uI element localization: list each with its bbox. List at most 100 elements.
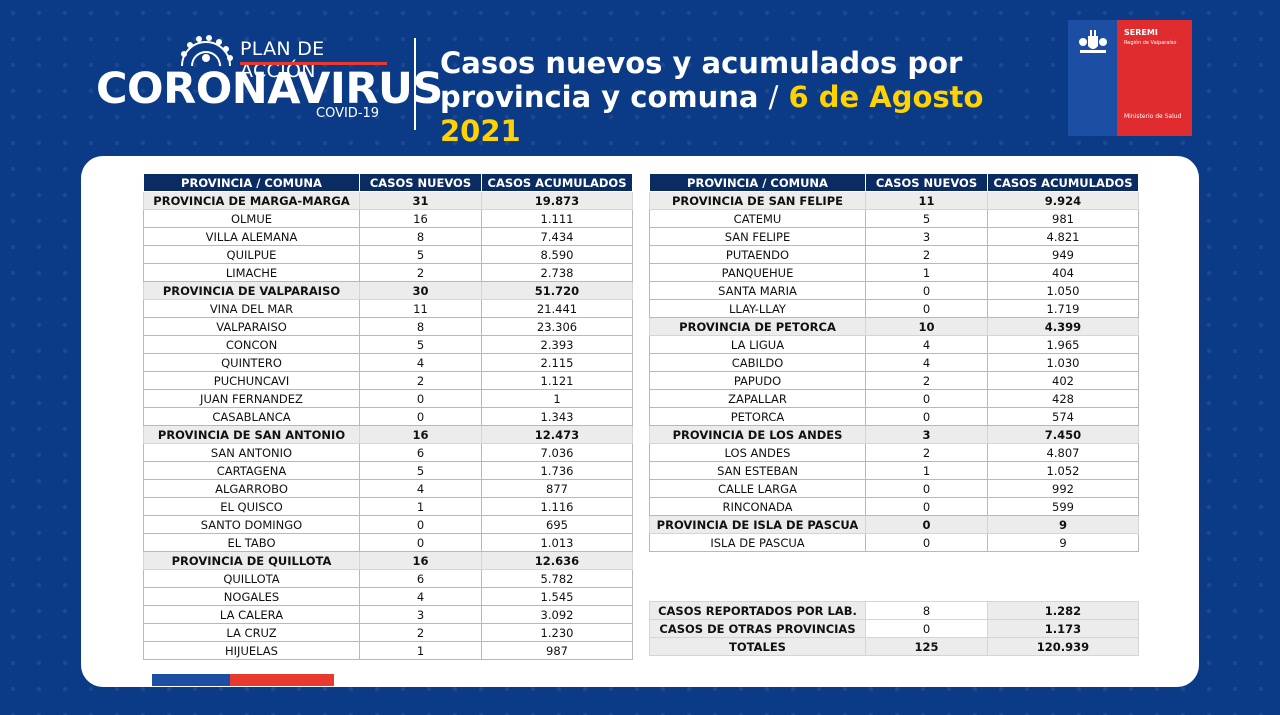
table-row: VILLA ALEMANA 8 7.434: [143, 227, 633, 246]
table-row: PANQUEHUE 1 404: [649, 263, 1139, 282]
seremi-region: Región de Valparaíso: [1124, 40, 1177, 46]
province-row: PROVINCIA DE SAN FELIPE 11 9.924: [649, 191, 1139, 210]
province-row: PROVINCIA DE SAN ANTONIO 16 12.473: [143, 425, 633, 444]
cell-comuna: LA CRUZ: [143, 623, 360, 642]
cell-nuevos: 0: [865, 389, 988, 408]
table-row: ALGARROBO 4 877: [143, 479, 633, 498]
seremi-ministry: Ministerio de Salud: [1124, 113, 1182, 120]
table-row: TOTALES 125 120.939: [649, 637, 1139, 656]
cell-nuevos: 4: [865, 353, 988, 372]
cell-comuna: RINCONADA: [649, 497, 866, 516]
plan-label: PLAN DE ACCIÓN: [240, 38, 325, 82]
table-row: LA LIGUA 4 1.965: [649, 335, 1139, 354]
cell-comuna: PETORCA: [649, 407, 866, 426]
col-header-acumulados: CASOS ACUMULADOS: [481, 173, 633, 192]
table-row: CABILDO 4 1.030: [649, 353, 1139, 372]
cell-acumulados: 19.873: [481, 191, 633, 210]
cell-nuevos: 6: [359, 443, 482, 462]
table-row: LA CRUZ 2 1.230: [143, 623, 633, 642]
cell-comuna: PROVINCIA DE ISLA DE PASCUA: [649, 515, 866, 534]
brand-label: CORONAVIRUS: [96, 64, 443, 114]
cell-comuna: CASOS DE OTRAS PROVINCIAS: [649, 619, 866, 638]
table-row: PUTAENDO 2 949: [649, 245, 1139, 264]
cell-nuevos: 0: [359, 533, 482, 552]
col-header-nuevos: CASOS NUEVOS: [359, 173, 482, 192]
cell-nuevos: 11: [865, 191, 988, 210]
cell-acumulados: 5.782: [481, 569, 633, 588]
cell-acumulados: 1.030: [987, 353, 1139, 372]
cell-nuevos: 4: [359, 587, 482, 606]
plan-coronavirus-logo: PLAN DE ACCIÓN CORONAVIRUS COVID-19: [96, 34, 443, 129]
cell-comuna: PROVINCIA DE QUILLOTA: [143, 551, 360, 570]
cell-comuna: PROVINCIA DE SAN FELIPE: [649, 191, 866, 210]
cell-comuna: CALLE LARGA: [649, 479, 866, 498]
cell-nuevos: 0: [865, 619, 988, 638]
cell-nuevos: 8: [865, 601, 988, 620]
cell-nuevos: 2: [865, 245, 988, 264]
cell-acumulados: 7.036: [481, 443, 633, 462]
cell-acumulados: 1.050: [987, 281, 1139, 300]
cell-nuevos: 16: [359, 209, 482, 228]
cell-nuevos: 8: [359, 227, 482, 246]
header-divider: [414, 38, 416, 130]
cases-table-right: PROVINCIA / COMUNA CASOS NUEVOS CASOS AC…: [649, 173, 1139, 552]
cell-comuna: QUILPUE: [143, 245, 360, 264]
cell-acumulados: 1.013: [481, 533, 633, 552]
cell-comuna: CABILDO: [649, 353, 866, 372]
table-row: SAN ANTONIO 6 7.036: [143, 443, 633, 462]
cell-acumulados: 120.939: [987, 637, 1139, 656]
logo-red-line: [240, 62, 387, 65]
table-row: RINCONADA 0 599: [649, 497, 1139, 516]
cell-acumulados: 2.393: [481, 335, 633, 354]
cell-nuevos: 0: [865, 407, 988, 426]
cell-acumulados: 574: [987, 407, 1139, 426]
cell-comuna: PAPUDO: [649, 371, 866, 390]
cell-nuevos: 6: [359, 569, 482, 588]
cell-acumulados: 1.736: [481, 461, 633, 480]
cell-comuna: PROVINCIA DE LOS ANDES: [649, 425, 866, 444]
cell-comuna: PANQUEHUE: [649, 263, 866, 282]
province-row: PROVINCIA DE QUILLOTA 16 12.636: [143, 551, 633, 570]
cell-comuna: ZAPALLAR: [649, 389, 866, 408]
table-row: LIMACHE 2 2.738: [143, 263, 633, 282]
cell-nuevos: 2: [359, 623, 482, 642]
cell-nuevos: 1: [865, 461, 988, 480]
province-row: PROVINCIA DE VALPARAISO 30 51.720: [143, 281, 633, 300]
table-row: ZAPALLAR 0 428: [649, 389, 1139, 408]
cell-nuevos: 3: [865, 227, 988, 246]
table-row: NOGALES 4 1.545: [143, 587, 633, 606]
title-line-2-text: provincia y comuna: [440, 80, 759, 114]
cell-comuna: LIMACHE: [143, 263, 360, 282]
table-row: EL TABO 0 1.013: [143, 533, 633, 552]
cell-nuevos: 11: [359, 299, 482, 318]
cell-comuna: TOTALES: [649, 637, 866, 656]
cell-acumulados: 402: [987, 371, 1139, 390]
province-row: PROVINCIA DE MARGA-MARGA 31 19.873: [143, 191, 633, 210]
cell-comuna: JUAN FERNANDEZ: [143, 389, 360, 408]
cell-comuna: CARTAGENA: [143, 461, 360, 480]
cell-comuna: PROVINCIA DE VALPARAISO: [143, 281, 360, 300]
province-row: PROVINCIA DE PETORCA 10 4.399: [649, 317, 1139, 336]
cell-nuevos: 31: [359, 191, 482, 210]
cell-nuevos: 2: [359, 263, 482, 282]
cases-table-left: PROVINCIA / COMUNA CASOS NUEVOS CASOS AC…: [143, 173, 633, 660]
cell-comuna: CASABLANCA: [143, 407, 360, 426]
col-header-comuna: PROVINCIA / COMUNA: [143, 173, 360, 192]
cell-comuna: LOS ANDES: [649, 443, 866, 462]
cell-nuevos: 2: [865, 443, 988, 462]
table-row: CONCON 5 2.393: [143, 335, 633, 354]
table-row: QUILLOTA 6 5.782: [143, 569, 633, 588]
cell-nuevos: 3: [359, 605, 482, 624]
table-row: JUAN FERNANDEZ 0 1: [143, 389, 633, 408]
cell-acumulados: 4.399: [987, 317, 1139, 336]
cell-acumulados: 1.230: [481, 623, 633, 642]
cell-acumulados: 4.821: [987, 227, 1139, 246]
table-header-row: PROVINCIA / COMUNA CASOS NUEVOS CASOS AC…: [649, 173, 1139, 192]
cell-nuevos: 5: [359, 245, 482, 264]
table-row: CASABLANCA 0 1.343: [143, 407, 633, 426]
cell-acumulados: 7.434: [481, 227, 633, 246]
table-row: ISLA DE PASCUA 0 9: [649, 533, 1139, 552]
cell-comuna: SANTA MARIA: [649, 281, 866, 300]
cell-comuna: EL TABO: [143, 533, 360, 552]
cell-nuevos: 4: [359, 479, 482, 498]
